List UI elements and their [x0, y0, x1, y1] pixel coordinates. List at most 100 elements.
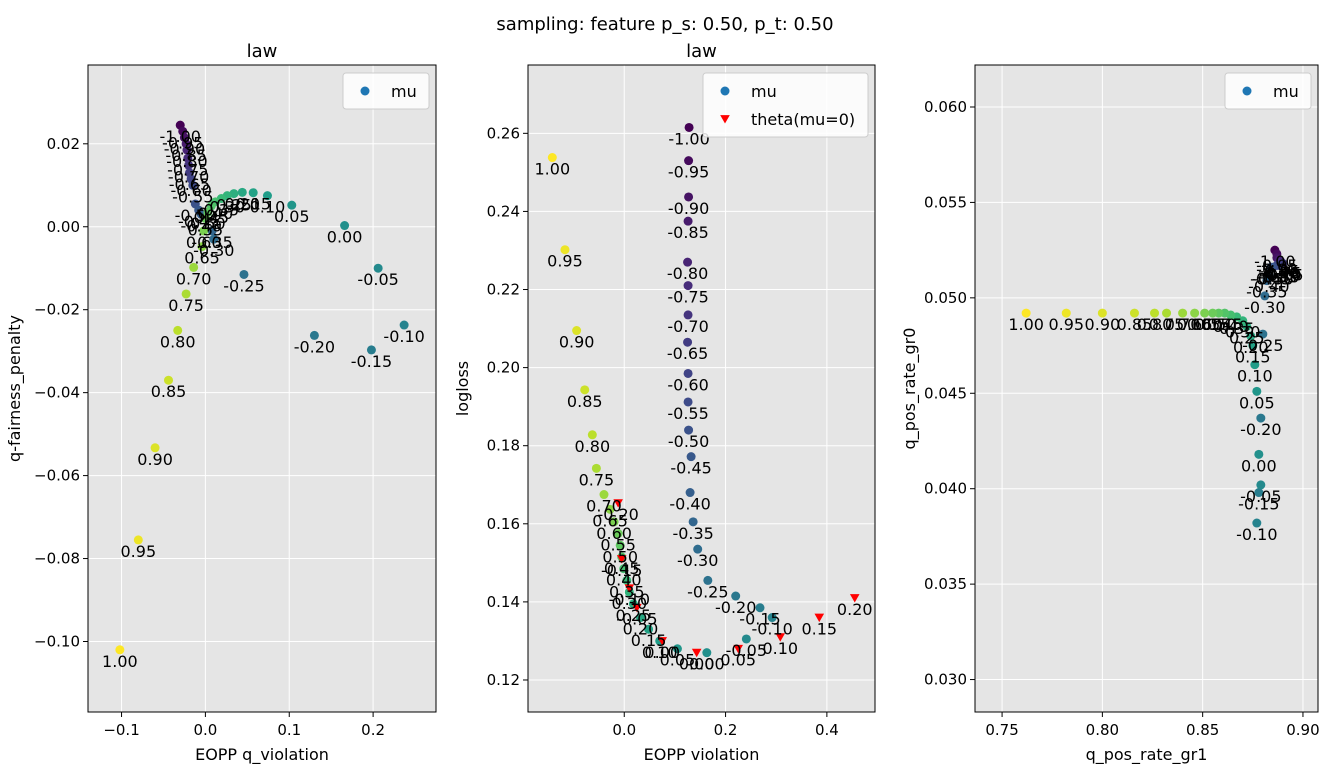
- point-label: -0.65: [169, 175, 210, 194]
- point-label: -0.15: [739, 610, 780, 629]
- legend-marker-theta: [720, 115, 730, 124]
- point-label: -0.90: [1256, 260, 1297, 279]
- figure-suptitle: sampling: feature p_s: 0.50, p_t: 0.50: [496, 14, 833, 35]
- y-tick-label: 0.045: [924, 384, 967, 402]
- point-label: -0.50: [1252, 269, 1293, 288]
- point-label: 0.15: [1235, 348, 1271, 367]
- point-label: 0.55: [188, 220, 224, 239]
- theta-point: [624, 584, 635, 593]
- theta-point: [691, 648, 702, 658]
- point-label: 0.00: [1241, 456, 1277, 475]
- x-axis-label: EOPP violation: [644, 745, 760, 764]
- point-label: -0.45: [178, 212, 219, 231]
- point-label: 1.00: [535, 160, 571, 179]
- axes-frame: [87, 64, 437, 713]
- point-label: 0.70: [586, 497, 622, 516]
- mu-point: [1021, 308, 1031, 318]
- y-tick-label: 0.055: [924, 193, 967, 211]
- y-tick-label: −0.04: [34, 384, 80, 402]
- point-label: -0.70: [1260, 265, 1301, 284]
- point-label: -0.55: [172, 187, 213, 206]
- point-label: 0.60: [186, 233, 222, 252]
- point-label: -0.40: [669, 495, 710, 514]
- mu-point: [150, 443, 160, 453]
- x-tick-label: 0.2: [714, 721, 738, 739]
- point-label: -0.55: [667, 404, 708, 423]
- point-label: -0.60: [170, 181, 211, 200]
- point-label: -0.90: [668, 199, 709, 218]
- point-label: 0.65: [592, 511, 628, 530]
- point-label: -0.75: [167, 160, 208, 179]
- point-label: 0.70: [1165, 315, 1201, 334]
- mu-point: [683, 216, 693, 226]
- mu-point: [237, 187, 247, 197]
- mu-point: [547, 153, 557, 163]
- point-label: 0.15: [631, 631, 667, 650]
- mu-point: [183, 153, 193, 163]
- point-label: -0.10: [751, 620, 792, 639]
- x-tick-label: 0.4: [815, 721, 839, 739]
- mu-point: [672, 644, 682, 654]
- mu-point: [188, 180, 198, 190]
- point-label: 0.15: [235, 195, 271, 214]
- mu-point: [683, 281, 693, 291]
- mu-point: [684, 192, 694, 202]
- point-label: -0.65: [667, 344, 708, 363]
- theta-point: [657, 637, 668, 646]
- x-axis-label: EOPP q_violation: [195, 745, 329, 765]
- point-label: 0.45: [604, 559, 640, 578]
- point-label: 0.20: [1233, 338, 1269, 357]
- mu-point: [580, 385, 590, 395]
- x-tick-label: 0.90: [1286, 721, 1319, 739]
- point-label: 0.35: [609, 582, 645, 601]
- mu-point: [209, 234, 219, 244]
- point-label: -0.60: [1258, 267, 1299, 286]
- x-tick-label: 0.0: [612, 721, 636, 739]
- legend-label: mu: [1273, 82, 1299, 101]
- mu-point: [702, 648, 712, 658]
- mu-point: [731, 591, 741, 601]
- point-label: 0.25: [216, 196, 252, 215]
- theta-point: [775, 633, 786, 642]
- point-label: 0.50: [1201, 315, 1237, 334]
- legend-box: [342, 72, 430, 110]
- legend-label: mu: [751, 82, 777, 101]
- y-tick-label: 0.12: [487, 671, 520, 689]
- point-label: 0.75: [168, 296, 204, 315]
- point-label: -0.25: [1242, 336, 1283, 355]
- point-label: 0.40: [1213, 317, 1249, 336]
- mu-point: [572, 326, 582, 336]
- y-tick-label: 0.26: [487, 124, 520, 142]
- point-label: -0.40: [181, 216, 222, 235]
- point-label: 0.75: [579, 470, 615, 489]
- mu-point: [1162, 308, 1172, 318]
- x-tick-label: 0.85: [1186, 721, 1219, 739]
- mu-point: [560, 245, 570, 255]
- legend-label: theta(mu=0): [751, 110, 855, 129]
- mu-point: [1129, 308, 1139, 318]
- point-label: 0.15: [801, 620, 837, 639]
- x-tick-label: 0.2: [361, 721, 385, 739]
- point-label: 0.95: [1048, 315, 1084, 334]
- theta-point: [613, 499, 623, 508]
- mu-point: [309, 330, 319, 340]
- y-tick-label: 0.050: [924, 289, 967, 307]
- y-tick-label: 0.00: [47, 218, 80, 236]
- mu-point: [1266, 262, 1276, 272]
- point-label: 0.10: [1237, 367, 1273, 386]
- point-label: -0.25: [223, 276, 264, 295]
- point-label: 0.90: [1085, 315, 1121, 334]
- mu-point: [1150, 308, 1160, 318]
- point-label: -0.10: [1236, 525, 1277, 544]
- mu-point: [609, 517, 619, 527]
- y-tick-label: −0.08: [34, 550, 80, 568]
- theta-point: [733, 644, 744, 654]
- axes-frame: [527, 64, 876, 713]
- point-label: -0.20: [1240, 420, 1281, 439]
- point-label: 0.10: [762, 639, 798, 658]
- point-label: -0.45: [1250, 269, 1291, 288]
- point-label: 0.10: [250, 198, 286, 217]
- mu-point: [1250, 360, 1260, 370]
- point-label: -0.10: [609, 590, 650, 609]
